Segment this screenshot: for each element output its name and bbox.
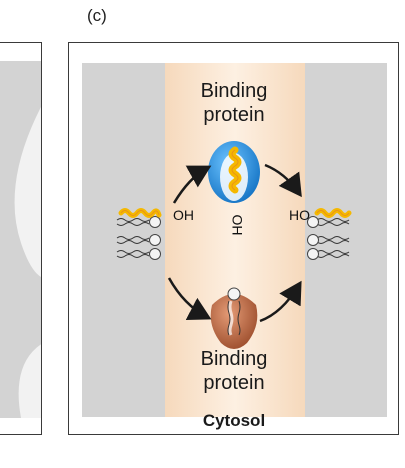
right-lipid [307,208,352,260]
arrow-from-bottom-protein [259,280,302,323]
cytosol-region [165,63,305,417]
panel-label: (c) [87,6,107,25]
left-lipid [116,208,162,260]
right-oh-label: HO [289,207,310,223]
diagram-canvas [82,63,387,417]
cytosol-label: Cytosol [202,411,266,430]
bottom-binding-protein [210,287,258,349]
diagram-frame: Binding protein Binding protein Cytosol … [68,42,399,435]
left-oh-label: OH [173,207,194,223]
arrow-to-bottom-protein [167,277,212,320]
bottom-protein-label-line1: Binding [200,348,268,370]
bottom-protein-label-line2: protein [203,372,265,394]
top-binding-protein [208,141,260,203]
top-protein-label-line2: protein [203,104,265,126]
arrow-from-top-protein [264,163,302,198]
middle-oh-label: OH [229,214,246,236]
top-protein-label: Binding protein [164,79,304,127]
arrow-to-top-protein [172,165,212,204]
adjacent-panel-art [0,61,41,418]
adjacent-panel-edge [0,42,42,435]
top-protein-label-line1: Binding [200,80,268,102]
bottom-protein-label: Binding protein [164,347,304,395]
